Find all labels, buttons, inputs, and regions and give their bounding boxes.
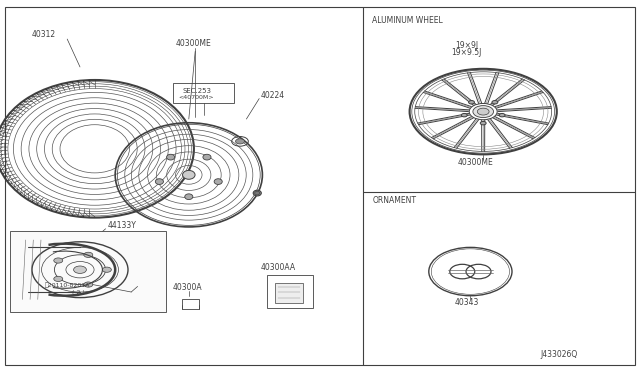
Ellipse shape — [185, 194, 193, 199]
Bar — [173, 83, 234, 103]
Ellipse shape — [156, 179, 163, 185]
Circle shape — [84, 252, 93, 257]
Text: J433026Q: J433026Q — [541, 350, 578, 359]
Circle shape — [477, 108, 489, 115]
Text: ( 2 ): ( 2 ) — [72, 290, 84, 295]
Text: 40300A: 40300A — [173, 283, 202, 292]
Text: 40300ME: 40300ME — [176, 39, 212, 48]
Circle shape — [54, 258, 63, 263]
Ellipse shape — [166, 154, 175, 160]
Circle shape — [54, 276, 63, 282]
Ellipse shape — [182, 170, 195, 179]
Circle shape — [74, 266, 86, 273]
Text: SEC.253: SEC.253 — [182, 88, 211, 94]
Text: 40224: 40224 — [261, 92, 285, 100]
Circle shape — [473, 106, 493, 118]
Circle shape — [102, 267, 111, 272]
Text: 44133Y: 44133Y — [108, 221, 136, 230]
Ellipse shape — [214, 179, 222, 185]
Text: Ⓜ20110-8201A: Ⓜ20110-8201A — [45, 283, 90, 289]
Text: 40300ME: 40300ME — [458, 158, 493, 167]
Circle shape — [461, 113, 467, 117]
Ellipse shape — [203, 154, 211, 160]
Circle shape — [236, 139, 244, 144]
Circle shape — [499, 113, 505, 117]
Text: ORNAMENT: ORNAMENT — [372, 196, 417, 205]
Ellipse shape — [253, 190, 261, 196]
Circle shape — [492, 100, 498, 104]
Bar — [275, 283, 303, 303]
Bar — [182, 299, 199, 309]
Text: 40343: 40343 — [454, 298, 479, 307]
Bar — [10, 231, 166, 312]
Text: 40300AA: 40300AA — [261, 263, 296, 272]
Text: <40700M>: <40700M> — [178, 95, 213, 100]
Bar — [267, 275, 313, 308]
Text: 19×9J: 19×9J — [456, 41, 479, 50]
Circle shape — [84, 282, 93, 287]
Circle shape — [468, 100, 474, 104]
Circle shape — [480, 121, 486, 125]
Text: ALUMINUM WHEEL: ALUMINUM WHEEL — [372, 16, 444, 25]
Text: 19×9.5J: 19×9.5J — [451, 48, 481, 57]
Text: 40312: 40312 — [32, 30, 56, 39]
Ellipse shape — [255, 191, 260, 195]
